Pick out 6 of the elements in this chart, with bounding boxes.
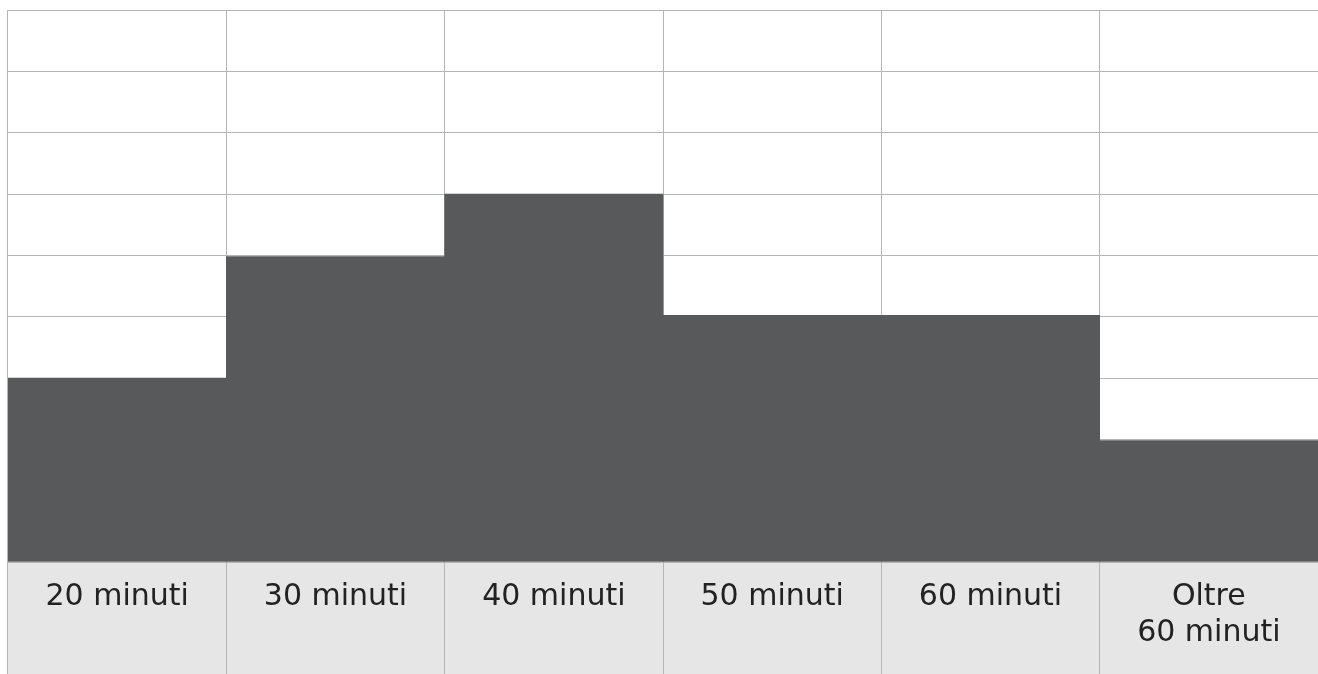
x-tick-label: Oltre 60 minuti — [1137, 576, 1281, 648]
x-tick-label: 50 minuti — [700, 576, 844, 612]
x-tick-label: 60 minuti — [918, 576, 1063, 612]
x-tick-label: 20 minuti — [45, 576, 189, 612]
x-tick-label: 30 minuti — [263, 576, 408, 612]
x-tick-label: 40 minuti — [482, 576, 626, 612]
